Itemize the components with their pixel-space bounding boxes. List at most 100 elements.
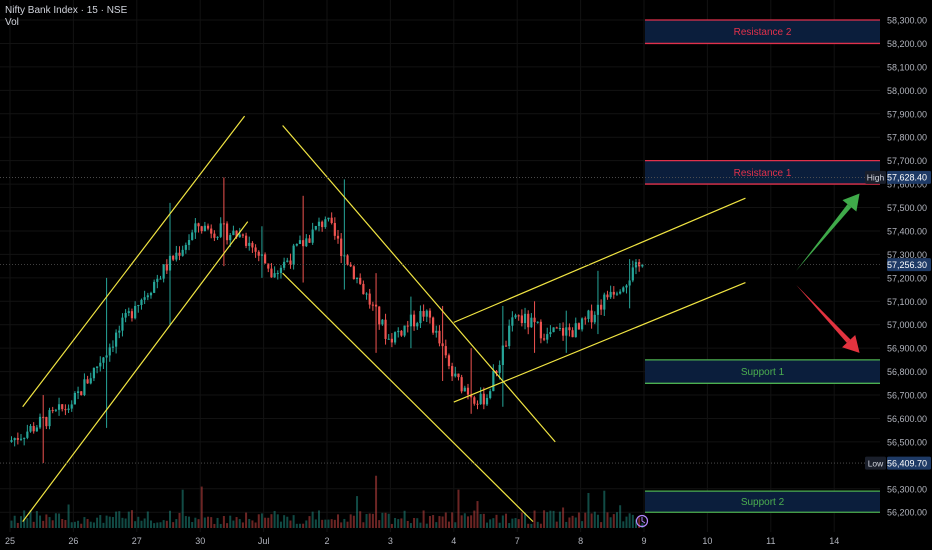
candle-body bbox=[38, 416, 42, 428]
volume-bar bbox=[593, 511, 596, 528]
candle-body bbox=[321, 221, 324, 228]
candle-body bbox=[451, 366, 454, 377]
volume-bar bbox=[543, 510, 546, 528]
price-tag-box bbox=[865, 456, 886, 470]
volume-bar bbox=[181, 489, 184, 528]
volume-bar bbox=[422, 510, 425, 528]
candle-body bbox=[121, 317, 124, 331]
price-tick-label: 56,300.00 bbox=[887, 484, 927, 494]
volume-bar bbox=[466, 516, 469, 528]
volume-bar bbox=[463, 513, 466, 528]
volume-bar bbox=[169, 510, 171, 528]
volume-bar bbox=[134, 521, 137, 528]
candle-body bbox=[422, 311, 425, 317]
volume-bar bbox=[245, 512, 248, 528]
candle-body bbox=[390, 338, 393, 343]
candle-body bbox=[83, 379, 86, 396]
volume-bar bbox=[175, 519, 178, 528]
volume-bar bbox=[295, 523, 298, 528]
volume-bar bbox=[619, 505, 622, 528]
candle-body bbox=[492, 371, 495, 392]
time-tick-label: 7 bbox=[515, 536, 520, 546]
volume-bar bbox=[213, 523, 216, 528]
volume-bar bbox=[260, 513, 263, 528]
candle-body bbox=[381, 319, 384, 325]
candle-body bbox=[368, 293, 371, 305]
candles[interactable] bbox=[10, 177, 644, 464]
channel-line bbox=[22, 221, 249, 522]
price-tick-label: 57,900.00 bbox=[887, 109, 927, 119]
price-tick-label: 56,800.00 bbox=[887, 367, 927, 377]
candle-body bbox=[181, 249, 184, 256]
candle-body bbox=[419, 311, 422, 324]
candle-body bbox=[92, 367, 96, 379]
volume-bar bbox=[539, 523, 542, 528]
candle-body bbox=[137, 305, 140, 307]
volume-bar bbox=[45, 514, 48, 528]
volume-bar bbox=[298, 523, 301, 528]
candle-body bbox=[409, 314, 413, 327]
candle-body bbox=[13, 438, 16, 441]
candle-body bbox=[549, 332, 552, 335]
volume-bar bbox=[574, 517, 577, 528]
time-zone-icon[interactable] bbox=[635, 514, 649, 528]
grid bbox=[0, 0, 880, 532]
candle-body bbox=[283, 261, 286, 268]
symbol-title[interactable]: Nifty Bank Index · 15 · NSE bbox=[5, 5, 128, 16]
zone-label: Resistance 2 bbox=[734, 27, 792, 38]
volume-bar bbox=[86, 519, 89, 528]
trend-channels[interactable] bbox=[22, 115, 746, 523]
time-tick-label: 14 bbox=[829, 536, 839, 546]
volume-bars bbox=[10, 475, 644, 528]
volume-bar bbox=[13, 515, 16, 528]
candle-body bbox=[476, 403, 479, 405]
volume-legend[interactable]: Vol bbox=[5, 17, 19, 28]
time-tick-label: Jul bbox=[258, 536, 270, 546]
volume-bar bbox=[441, 516, 444, 528]
volume-bar bbox=[622, 521, 625, 528]
volume-bar bbox=[48, 517, 51, 528]
candle-body bbox=[95, 366, 99, 368]
volume-bar bbox=[162, 520, 165, 528]
price-tick-label: 56,500.00 bbox=[887, 437, 927, 447]
volume-bar bbox=[600, 522, 603, 528]
volume-bar bbox=[435, 522, 438, 528]
volume-bar bbox=[124, 518, 127, 528]
volume-bar bbox=[524, 512, 527, 528]
volume-bar bbox=[416, 518, 419, 528]
volume-bar bbox=[77, 520, 80, 528]
candle-body bbox=[504, 345, 508, 347]
price-axis[interactable]: 58,300.00 58,200.00 58,100.00 58,000.00 57,9… bbox=[887, 16, 927, 518]
time-axis[interactable]: 25 26 27 30 Jul 2 3 4 7 8 9 10 11 14 bbox=[5, 536, 839, 546]
volume-bar bbox=[419, 522, 422, 528]
volume-bar bbox=[226, 523, 229, 528]
volume-bar bbox=[413, 517, 416, 528]
volume-bar bbox=[368, 513, 371, 528]
volume-bar bbox=[587, 492, 590, 528]
time-tick-label: 25 bbox=[5, 536, 15, 546]
candle-body bbox=[276, 273, 279, 275]
candle-body bbox=[466, 387, 470, 395]
candle-body bbox=[54, 409, 57, 411]
candle-body bbox=[561, 328, 565, 336]
volume-bar bbox=[362, 522, 365, 528]
clock-icon bbox=[635, 514, 649, 528]
volume-bar bbox=[130, 510, 133, 528]
candle-body bbox=[23, 437, 26, 439]
candle-body bbox=[501, 345, 504, 366]
candle-body bbox=[615, 293, 619, 295]
candle-body bbox=[146, 295, 149, 298]
candle-body bbox=[115, 332, 118, 347]
candle-body bbox=[362, 283, 365, 295]
volume-bar bbox=[568, 517, 571, 528]
volume-bar bbox=[64, 519, 67, 528]
volume-bar bbox=[89, 521, 92, 528]
zone-label: Support 1 bbox=[741, 367, 785, 378]
volume-bar bbox=[39, 515, 42, 528]
candle-body bbox=[134, 305, 137, 319]
candle-body bbox=[352, 266, 355, 280]
chart-header: Nifty Bank Index · 15 · NSE Vol bbox=[5, 5, 127, 29]
candle-body bbox=[86, 379, 89, 384]
